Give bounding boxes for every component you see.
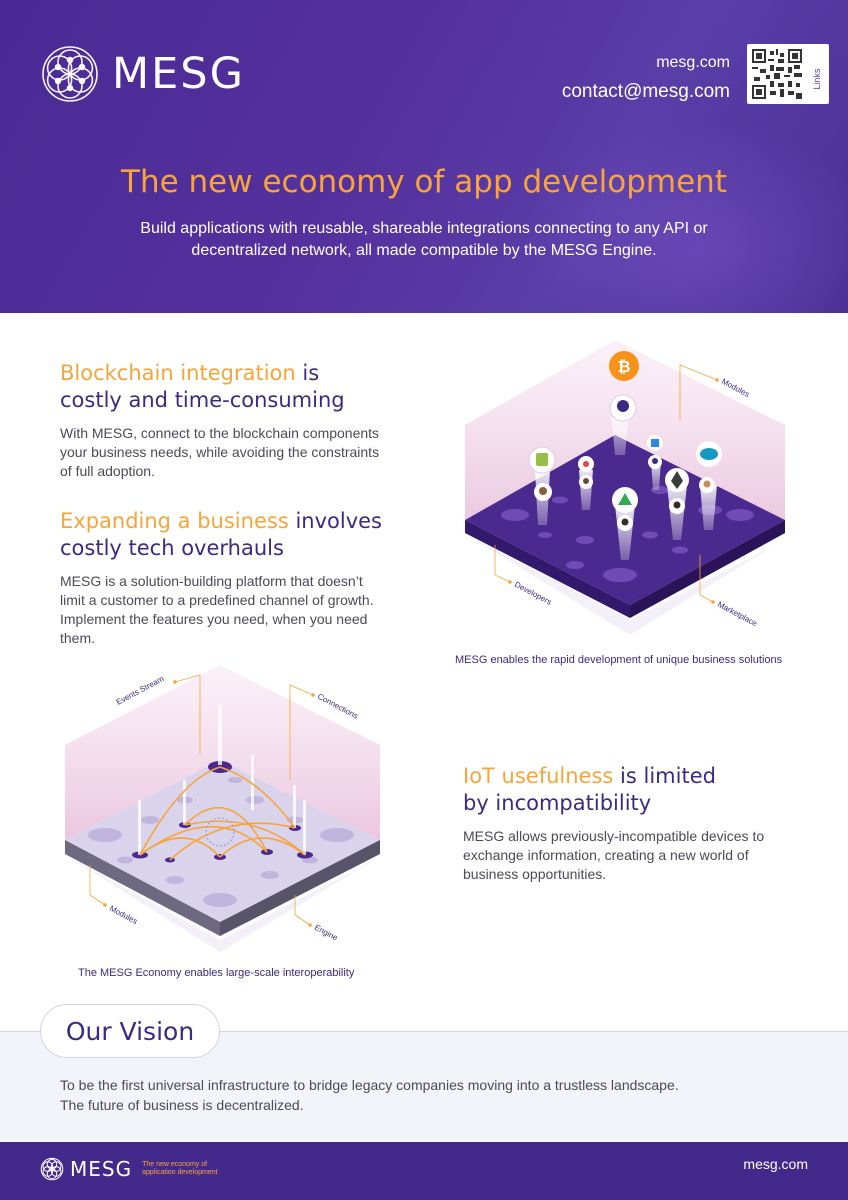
svg-text:₿: ₿ — [617, 357, 630, 376]
footer-logo[interactable]: MESG The new economy of application deve… — [40, 1157, 232, 1181]
iot-heading-line2: by incompatibility — [463, 791, 652, 815]
blockchain-heading: Blockchain integration is costly and tim… — [60, 360, 440, 414]
qr-code[interactable]: Links — [747, 44, 829, 104]
vision-line-1: To be the first universal infrastructure… — [60, 1077, 679, 1093]
expanding-heading: Expanding a business involves costly tec… — [60, 508, 440, 562]
iot-body: MESG allows previously-incompatible devi… — [463, 828, 765, 882]
vision-line-2: The future of business is decentralized. — [60, 1097, 304, 1113]
blockchain-heading-rest: is — [295, 361, 320, 385]
footer: MESG The new economy of application deve… — [0, 1142, 848, 1200]
economy-caption: The MESG Economy enables large-scale int… — [78, 967, 355, 979]
brand-name: MESG — [112, 49, 245, 99]
page-subheadline: Build applications with reusable, sharea… — [140, 220, 708, 259]
expanding-body: MESG is a solution-building platform tha… — [60, 573, 374, 646]
marketplace-label-marketplace: Marketplace — [716, 600, 759, 629]
marketplace-illustration: ₿ Modules Developers Marketplace — [465, 340, 785, 635]
footer-tagline: The new economy of application developme… — [142, 1161, 218, 1176]
blockchain-heading-line2: costly and time-consuming — [60, 388, 345, 412]
economy-label-engine: Engine — [313, 923, 340, 943]
contact-block: mesg.com contact@mesg.com — [562, 52, 730, 106]
iot-heading: IoT usefulness is limited by incompatibi… — [463, 763, 823, 817]
economy-illustration: Events Stream Connections Modules Engine — [65, 665, 380, 952]
expanding-heading-line2: costly tech overhauls — [60, 536, 284, 560]
header-glow — [520, 120, 848, 313]
qr-code-icon — [752, 49, 802, 99]
footer-website-link[interactable]: mesg.com — [743, 1156, 808, 1172]
vision-title: Our Vision — [65, 1016, 195, 1046]
footer-mesg-logo-icon — [40, 1157, 64, 1181]
header-banner: MESG mesg.com contact@mesg.com Links T — [0, 0, 848, 313]
marketplace-caption: MESG enables the rapid development of un… — [455, 654, 783, 666]
expanding-heading-rest: involves — [288, 509, 382, 533]
vision-statement: To be the first universal infrastructure… — [60, 1075, 800, 1115]
blockchain-body: With MESG, connect to the blockchain com… — [60, 425, 380, 479]
website-link[interactable]: mesg.com — [656, 54, 730, 71]
iot-heading-rest: is limited — [613, 764, 716, 788]
footer-brand: MESG — [70, 1157, 133, 1181]
vision-divider — [0, 1031, 848, 1032]
email-link[interactable]: contact@mesg.com — [561, 81, 730, 102]
blockchain-heading-highlight: Blockchain integration — [60, 361, 296, 385]
brand-logo[interactable]: MESG — [40, 44, 245, 104]
economy-label-modules: Modules — [108, 904, 139, 926]
qr-label: Links — [812, 68, 822, 90]
iot-heading-highlight: IoT usefulness — [463, 764, 614, 788]
mesg-logo-icon — [42, 46, 98, 102]
vision-title-pill: Our Vision — [40, 1004, 220, 1058]
page-headline: The new economy of app development — [121, 164, 727, 200]
expanding-heading-highlight: Expanding a business — [60, 509, 289, 533]
